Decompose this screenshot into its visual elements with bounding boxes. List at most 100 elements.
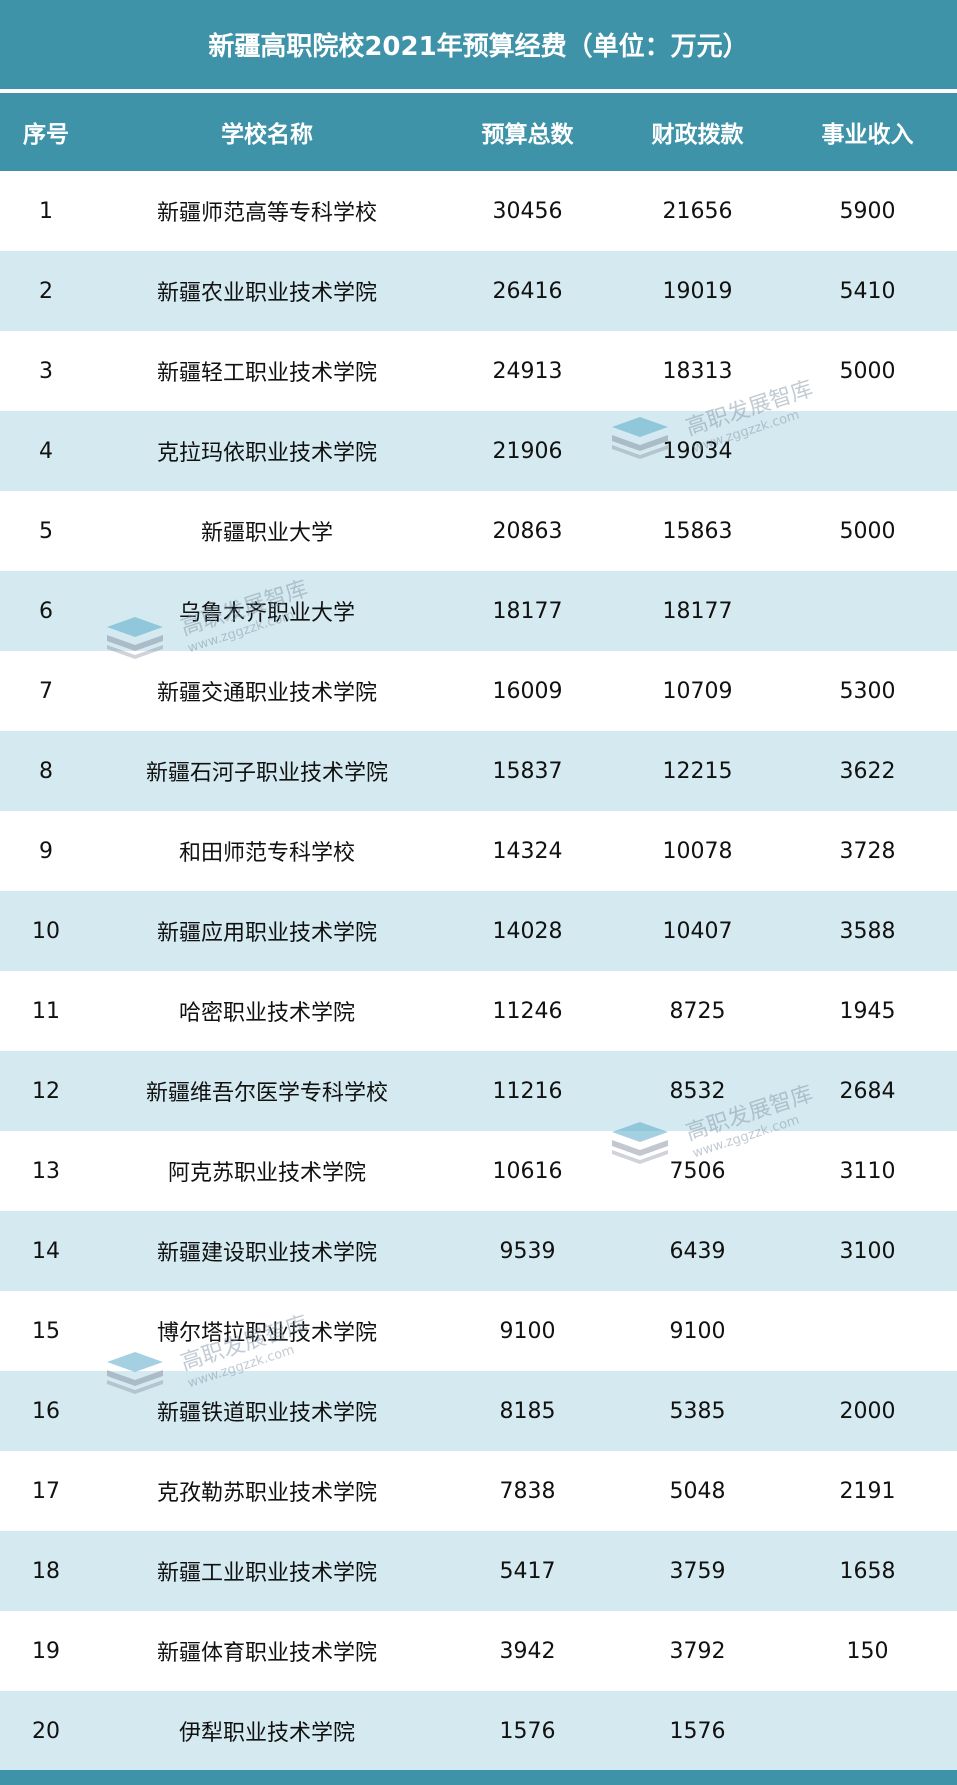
cell-index: 1 bbox=[39, 198, 53, 224]
cell-index: 7 bbox=[39, 678, 53, 704]
table-row: 15 博尔塔拉职业技术学院 9100 9100 bbox=[0, 1291, 957, 1371]
cell-business-income: 5000 bbox=[839, 358, 896, 384]
cell-school-name: 新疆师范高等专科学校 bbox=[156, 201, 377, 226]
cell-business-income: 3622 bbox=[839, 758, 896, 784]
cell-budget-total: 14028 bbox=[492, 918, 563, 944]
cell-index: 3 bbox=[39, 358, 53, 384]
table-row: 11 哈密职业技术学院 11246 8725 1945 bbox=[0, 971, 957, 1051]
cell-fiscal-allocation: 5385 bbox=[669, 1398, 726, 1424]
table-row: 6 乌鲁木齐职业大学 18177 18177 bbox=[0, 571, 957, 651]
cell-budget-total: 9100 bbox=[499, 1318, 556, 1344]
cell-budget-total: 1576 bbox=[499, 1718, 556, 1744]
cell-fiscal-allocation: 12215 bbox=[662, 758, 733, 784]
cell-budget-total: 5417 bbox=[499, 1558, 556, 1584]
cell-business-income: 1658 bbox=[839, 1558, 896, 1584]
cell-business-income: 2191 bbox=[839, 1478, 896, 1504]
cell-fiscal-allocation: 19019 bbox=[662, 278, 733, 304]
cell-budget-total: 10616 bbox=[492, 1158, 563, 1184]
cell-fiscal-allocation: 3759 bbox=[669, 1558, 726, 1584]
cell-budget-total: 11246 bbox=[492, 998, 563, 1024]
table-row: 3 新疆轻工职业技术学院 24913 18313 5000 bbox=[0, 331, 957, 411]
cell-index: 8 bbox=[39, 758, 53, 784]
table-row: 9 和田师范专科学校 14324 10078 3728 bbox=[0, 811, 957, 891]
cell-school-name: 新疆工业职业技术学院 bbox=[156, 1561, 377, 1586]
cell-business-income bbox=[780, 1691, 955, 1771]
cell-fiscal-allocation: 19034 bbox=[662, 438, 733, 464]
cell-fiscal-allocation: 8725 bbox=[669, 998, 726, 1024]
cell-budget-total: 26416 bbox=[492, 278, 563, 304]
cell-business-income: 5300 bbox=[839, 678, 896, 704]
cell-budget-total: 3942 bbox=[499, 1638, 556, 1664]
table-row: 4 克拉玛依职业技术学院 21906 19034 bbox=[0, 411, 957, 491]
header-budget-total: 预算总数 bbox=[481, 122, 574, 148]
table-title: 新疆高职院校2021年预算经费（单位：万元） bbox=[0, 0, 957, 89]
cell-index: 11 bbox=[32, 998, 60, 1024]
cell-school-name: 新疆铁道职业技术学院 bbox=[156, 1401, 377, 1426]
table-row: 16 新疆铁道职业技术学院 8185 5385 2000 bbox=[0, 1371, 957, 1451]
cell-fiscal-allocation: 5048 bbox=[669, 1478, 726, 1504]
cell-school-name: 乌鲁木齐职业大学 bbox=[178, 601, 355, 626]
cell-fiscal-allocation: 10078 bbox=[662, 838, 733, 864]
table-row: 12 新疆维吾尔医学专科学校 11216 8532 2684 bbox=[0, 1051, 957, 1131]
cell-business-income: 3728 bbox=[839, 838, 896, 864]
cell-school-name: 克拉玛依职业技术学院 bbox=[156, 441, 377, 466]
cell-budget-total: 8185 bbox=[499, 1398, 556, 1424]
cell-school-name: 博尔塔拉职业技术学院 bbox=[156, 1321, 377, 1346]
cell-fiscal-allocation: 8532 bbox=[669, 1078, 726, 1104]
cell-school-name: 新疆石河子职业技术学院 bbox=[145, 761, 388, 786]
cell-school-name: 阿克苏职业技术学院 bbox=[167, 1161, 366, 1186]
cell-business-income: 2684 bbox=[839, 1078, 896, 1104]
table-row: 13 阿克苏职业技术学院 10616 7506 3110 bbox=[0, 1131, 957, 1211]
cell-school-name: 新疆应用职业技术学院 bbox=[156, 921, 377, 946]
cell-business-income: 3100 bbox=[839, 1238, 896, 1264]
cell-business-income: 3588 bbox=[839, 918, 896, 944]
cell-budget-total: 11216 bbox=[492, 1078, 563, 1104]
cell-index: 15 bbox=[32, 1318, 60, 1344]
cell-index: 18 bbox=[32, 1558, 60, 1584]
cell-business-income: 5410 bbox=[839, 278, 896, 304]
table-row: 10 新疆应用职业技术学院 14028 10407 3588 bbox=[0, 891, 957, 971]
cell-fiscal-allocation: 10709 bbox=[662, 678, 733, 704]
cell-budget-total: 24913 bbox=[492, 358, 563, 384]
cell-business-income bbox=[780, 411, 955, 491]
cell-index: 19 bbox=[32, 1638, 60, 1664]
cell-fiscal-allocation: 15863 bbox=[662, 518, 733, 544]
cell-index: 16 bbox=[32, 1398, 60, 1424]
table-row: 19 新疆体育职业技术学院 3942 3792 150 bbox=[0, 1611, 957, 1691]
cell-business-income: 5000 bbox=[839, 518, 896, 544]
cell-school-name: 新疆体育职业技术学院 bbox=[156, 1641, 377, 1666]
cell-fiscal-allocation: 9100 bbox=[669, 1318, 726, 1344]
cell-budget-total: 20863 bbox=[492, 518, 563, 544]
cell-school-name: 新疆建设职业技术学院 bbox=[156, 1241, 377, 1266]
cell-budget-total: 14324 bbox=[492, 838, 563, 864]
cell-fiscal-allocation: 18313 bbox=[662, 358, 733, 384]
cell-budget-total: 30456 bbox=[492, 198, 563, 224]
cell-index: 10 bbox=[32, 918, 60, 944]
cell-fiscal-allocation: 21656 bbox=[662, 198, 733, 224]
table-row: 1 新疆师范高等专科学校 30456 21656 5900 bbox=[0, 171, 957, 251]
cell-fiscal-allocation: 3792 bbox=[669, 1638, 726, 1664]
header-index: 序号 bbox=[23, 122, 69, 148]
cell-school-name: 克孜勒苏职业技术学院 bbox=[156, 1481, 377, 1506]
cell-school-name: 伊犁职业技术学院 bbox=[178, 1721, 355, 1746]
cell-school-name: 新疆轻工职业技术学院 bbox=[156, 361, 377, 386]
cell-index: 13 bbox=[32, 1158, 60, 1184]
cell-business-income: 5900 bbox=[839, 198, 896, 224]
cell-fiscal-allocation: 7506 bbox=[669, 1158, 726, 1184]
table-header: 序号 学校名称 预算总数 财政拨款 事业收入 bbox=[0, 93, 957, 171]
cell-school-name: 新疆农业职业技术学院 bbox=[156, 281, 377, 306]
table-row: 14 新疆建设职业技术学院 9539 6439 3100 bbox=[0, 1211, 957, 1291]
cell-business-income: 3110 bbox=[839, 1158, 896, 1184]
table-row: 17 克孜勒苏职业技术学院 7838 5048 2191 bbox=[0, 1451, 957, 1531]
table-row: 7 新疆交通职业技术学院 16009 10709 5300 bbox=[0, 651, 957, 731]
header-fiscal-allocation: 财政拨款 bbox=[651, 122, 744, 148]
cell-business-income: 1945 bbox=[839, 998, 896, 1024]
header-school-name: 学校名称 bbox=[221, 122, 313, 148]
table-row: 2 新疆农业职业技术学院 26416 19019 5410 bbox=[0, 251, 957, 331]
cell-index: 2 bbox=[39, 278, 53, 304]
cell-budget-total: 18177 bbox=[492, 598, 563, 624]
cell-index: 5 bbox=[39, 518, 53, 544]
cell-school-name: 和田师范专科学校 bbox=[178, 841, 355, 866]
cell-index: 4 bbox=[39, 438, 53, 464]
cell-business-income bbox=[780, 571, 955, 651]
